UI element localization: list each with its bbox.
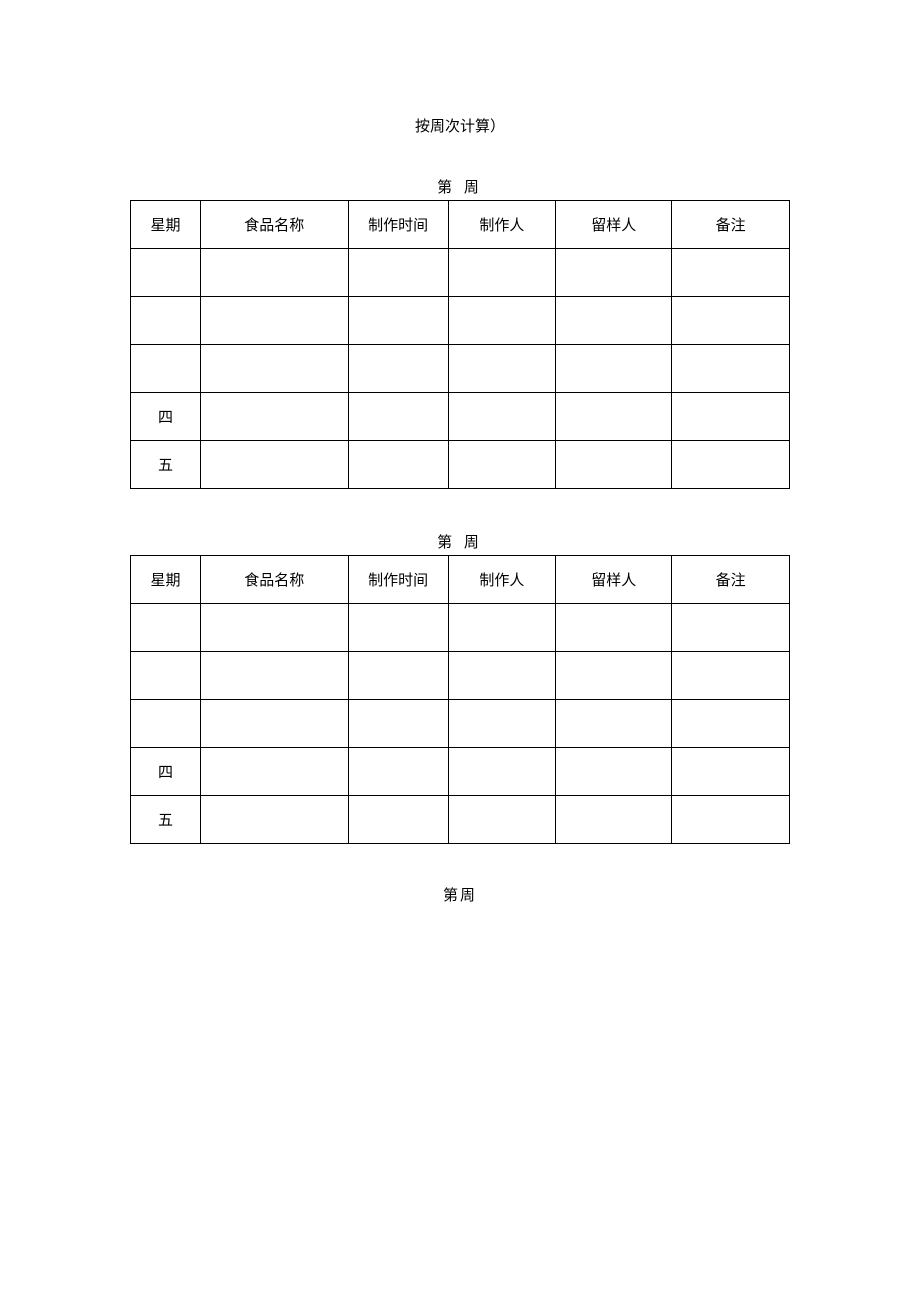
week-caption-1: 第 周 bbox=[130, 176, 790, 197]
cell-maker bbox=[448, 345, 556, 393]
cell-maker bbox=[448, 441, 556, 489]
cell-day bbox=[131, 345, 201, 393]
cell-time bbox=[348, 393, 448, 441]
cell-day bbox=[131, 604, 201, 652]
header-remark: 备注 bbox=[672, 556, 790, 604]
cell-remark bbox=[672, 441, 790, 489]
table-row bbox=[131, 700, 790, 748]
cell-time bbox=[348, 796, 448, 844]
header-remark: 备注 bbox=[672, 201, 790, 249]
table-row bbox=[131, 652, 790, 700]
header-sampler: 留样人 bbox=[556, 556, 672, 604]
cell-remark bbox=[672, 345, 790, 393]
cell-day: 四 bbox=[131, 748, 201, 796]
header-time: 制作时间 bbox=[348, 201, 448, 249]
cell-time bbox=[348, 748, 448, 796]
week-caption-3: 第周 bbox=[130, 884, 790, 905]
table-row bbox=[131, 604, 790, 652]
cell-maker bbox=[448, 249, 556, 297]
table-row: 五 bbox=[131, 796, 790, 844]
schedule-table-1: 星期 食品名称 制作时间 制作人 留样人 备注 bbox=[130, 200, 790, 489]
cell-remark bbox=[672, 700, 790, 748]
cell-name bbox=[200, 249, 348, 297]
cell-maker bbox=[448, 604, 556, 652]
cell-time bbox=[348, 297, 448, 345]
cell-sampler bbox=[556, 441, 672, 489]
cell-maker bbox=[448, 796, 556, 844]
table-row: 四 bbox=[131, 393, 790, 441]
table-row bbox=[131, 297, 790, 345]
table-row: 五 bbox=[131, 441, 790, 489]
cell-remark bbox=[672, 249, 790, 297]
cell-day: 五 bbox=[131, 441, 201, 489]
header-maker: 制作人 bbox=[448, 201, 556, 249]
cell-name bbox=[200, 652, 348, 700]
table-header-row: 星期 食品名称 制作时间 制作人 留样人 备注 bbox=[131, 201, 790, 249]
cell-time bbox=[348, 345, 448, 393]
cell-day: 五 bbox=[131, 796, 201, 844]
cell-remark bbox=[672, 604, 790, 652]
page-title: 按周次计算） bbox=[130, 115, 790, 136]
cell-name bbox=[200, 796, 348, 844]
cell-time bbox=[348, 700, 448, 748]
table-header-row: 星期 食品名称 制作时间 制作人 留样人 备注 bbox=[131, 556, 790, 604]
cell-remark bbox=[672, 748, 790, 796]
cell-name bbox=[200, 345, 348, 393]
cell-sampler bbox=[556, 796, 672, 844]
cell-sampler bbox=[556, 604, 672, 652]
table-row: 四 bbox=[131, 748, 790, 796]
week-caption-2: 第 周 bbox=[130, 531, 790, 552]
cell-name bbox=[200, 748, 348, 796]
table-row bbox=[131, 345, 790, 393]
cell-time bbox=[348, 604, 448, 652]
table-row bbox=[131, 249, 790, 297]
cell-time bbox=[348, 652, 448, 700]
cell-remark bbox=[672, 297, 790, 345]
cell-sampler bbox=[556, 249, 672, 297]
header-day: 星期 bbox=[131, 201, 201, 249]
cell-remark bbox=[672, 652, 790, 700]
cell-name bbox=[200, 700, 348, 748]
cell-day bbox=[131, 700, 201, 748]
cell-maker bbox=[448, 700, 556, 748]
cell-time bbox=[348, 441, 448, 489]
cell-name bbox=[200, 604, 348, 652]
cell-name bbox=[200, 441, 348, 489]
cell-day bbox=[131, 249, 201, 297]
cell-time bbox=[348, 249, 448, 297]
cell-day: 四 bbox=[131, 393, 201, 441]
header-name: 食品名称 bbox=[200, 201, 348, 249]
header-sampler: 留样人 bbox=[556, 201, 672, 249]
cell-maker bbox=[448, 748, 556, 796]
cell-maker bbox=[448, 393, 556, 441]
cell-remark bbox=[672, 796, 790, 844]
header-name: 食品名称 bbox=[200, 556, 348, 604]
cell-remark bbox=[672, 393, 790, 441]
cell-maker bbox=[448, 652, 556, 700]
cell-sampler bbox=[556, 393, 672, 441]
header-maker: 制作人 bbox=[448, 556, 556, 604]
cell-sampler bbox=[556, 652, 672, 700]
header-time: 制作时间 bbox=[348, 556, 448, 604]
content-area: 按周次计算） 第 周 星期 食品名称 制作时间 制作人 留样人 备注 bbox=[130, 115, 790, 905]
cell-sampler bbox=[556, 297, 672, 345]
cell-sampler bbox=[556, 345, 672, 393]
schedule-table-2: 星期 食品名称 制作时间 制作人 留样人 备注 bbox=[130, 555, 790, 844]
cell-day bbox=[131, 297, 201, 345]
cell-name bbox=[200, 393, 348, 441]
cell-name bbox=[200, 297, 348, 345]
cell-day bbox=[131, 652, 201, 700]
header-day: 星期 bbox=[131, 556, 201, 604]
cell-maker bbox=[448, 297, 556, 345]
cell-sampler bbox=[556, 748, 672, 796]
cell-sampler bbox=[556, 700, 672, 748]
